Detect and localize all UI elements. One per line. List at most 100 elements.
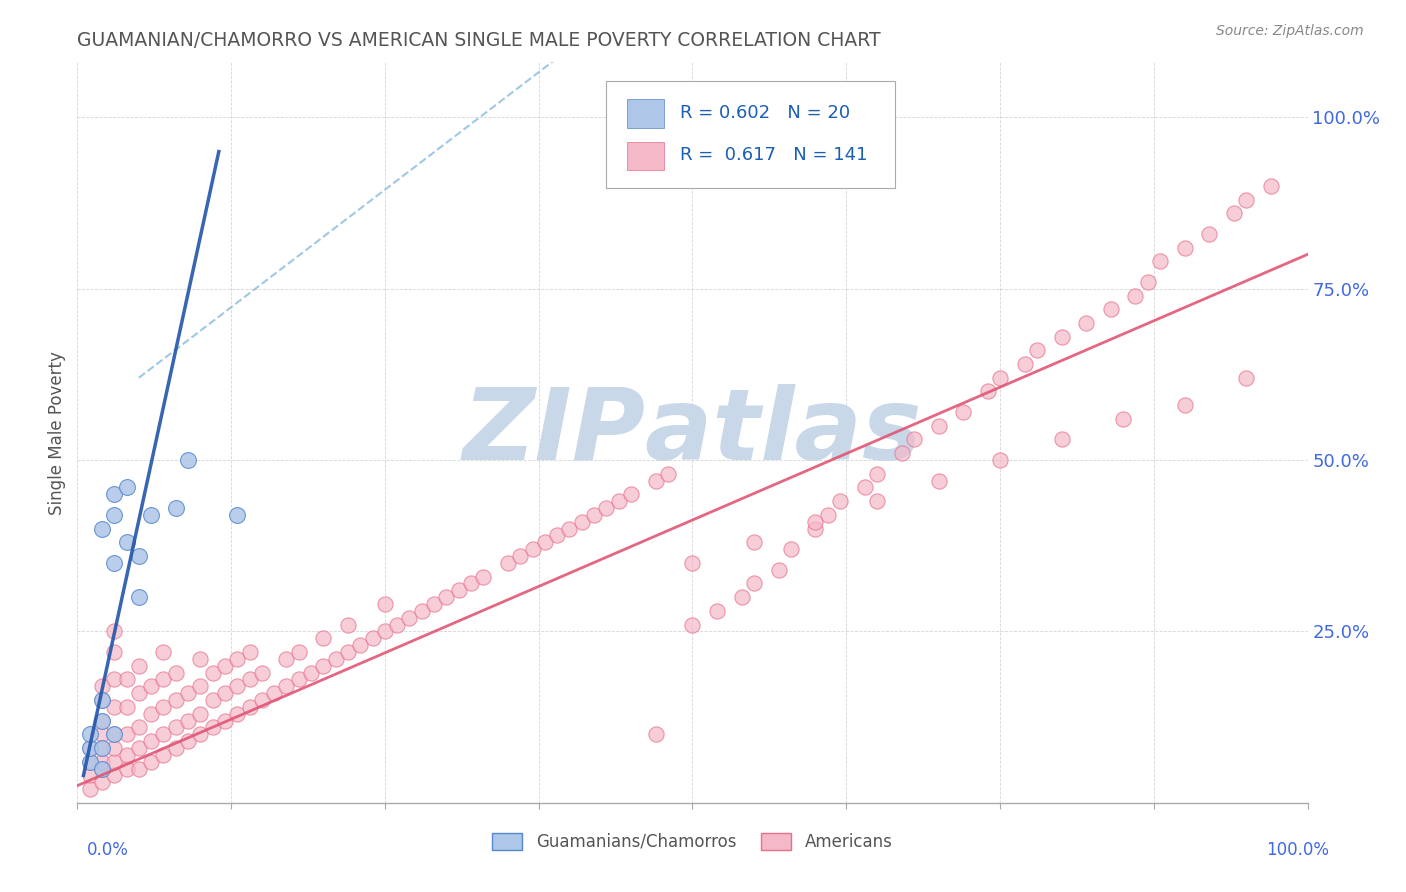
Point (276, 679, 298, 693)
Point (1260, 178, 1282, 193)
Point (214, 714, 236, 728)
Point (103, 624, 125, 639)
Point (866, 494, 889, 508)
Point (90, 693, 114, 707)
Point (706, 604, 728, 618)
Point (152, 645, 174, 659)
Point (165, 665, 187, 680)
Point (571, 515, 593, 529)
Point (128, 720, 150, 734)
Point (79, 782, 101, 797)
Point (1174, 398, 1197, 412)
FancyBboxPatch shape (606, 81, 896, 188)
Point (90, 679, 114, 693)
Text: GUAMANIAN/CHAMORRO VS AMERICAN SINGLE MALE POVERTY CORRELATION CHART: GUAMANIAN/CHAMORRO VS AMERICAN SINGLE MA… (77, 31, 882, 50)
Point (644, 474, 666, 488)
Point (90, 762, 114, 776)
Point (337, 617, 360, 632)
Point (103, 741, 125, 756)
Point (128, 658, 150, 673)
Point (90, 741, 114, 756)
Point (103, 673, 125, 687)
Point (436, 590, 458, 604)
Point (128, 741, 150, 756)
Point (1125, 288, 1147, 302)
Point (90, 714, 114, 728)
Point (90, 522, 114, 536)
Point (1149, 254, 1171, 268)
Point (988, 371, 1011, 385)
Point (830, 494, 852, 508)
Point (103, 556, 125, 570)
Point (509, 549, 531, 563)
Point (79, 727, 101, 741)
Point (103, 727, 125, 741)
Point (226, 508, 249, 522)
Point (928, 474, 950, 488)
Point (325, 652, 347, 666)
Point (165, 720, 187, 734)
Point (361, 632, 384, 646)
Point (472, 569, 495, 583)
Text: Source: ZipAtlas.com: Source: ZipAtlas.com (1216, 24, 1364, 38)
Point (239, 673, 262, 687)
Point (742, 576, 765, 591)
Point (103, 699, 125, 714)
Point (115, 535, 138, 549)
Point (620, 487, 643, 501)
Point (534, 535, 557, 549)
Point (152, 699, 174, 714)
Point (447, 583, 470, 598)
Point (928, 418, 950, 433)
Point (226, 706, 249, 721)
Point (804, 522, 827, 536)
Point (141, 706, 163, 721)
Point (866, 467, 889, 481)
FancyBboxPatch shape (627, 142, 664, 169)
Point (141, 734, 163, 748)
Point (226, 679, 249, 693)
Point (177, 453, 200, 467)
Point (165, 741, 187, 756)
Point (188, 706, 212, 721)
Point (90, 693, 114, 707)
Point (128, 590, 150, 604)
Point (128, 549, 150, 563)
Point (1174, 240, 1197, 255)
Point (115, 699, 138, 714)
Point (201, 720, 224, 734)
Point (90, 762, 114, 776)
Point (423, 597, 446, 611)
Text: 100.0%: 100.0% (1265, 840, 1329, 858)
Point (201, 665, 224, 680)
Point (644, 727, 666, 741)
Point (141, 755, 163, 769)
Point (682, 556, 704, 570)
Point (90, 775, 114, 789)
Point (165, 693, 187, 707)
Point (374, 597, 396, 611)
Point (1136, 275, 1159, 289)
Point (263, 686, 285, 700)
Point (250, 693, 273, 707)
Point (165, 501, 187, 516)
Point (1026, 343, 1049, 358)
Point (312, 658, 335, 673)
Point (152, 673, 174, 687)
Point (90, 714, 114, 728)
Point (1050, 329, 1073, 343)
Point (288, 645, 311, 659)
Point (250, 665, 273, 680)
Point (177, 686, 200, 700)
Point (496, 556, 519, 570)
Point (1076, 316, 1098, 330)
Point (115, 747, 138, 762)
Point (337, 645, 360, 659)
Point (115, 673, 138, 687)
Point (853, 480, 876, 494)
Point (546, 528, 568, 542)
Point (288, 673, 311, 687)
Point (558, 522, 581, 536)
Point (79, 741, 101, 756)
Point (768, 563, 790, 577)
